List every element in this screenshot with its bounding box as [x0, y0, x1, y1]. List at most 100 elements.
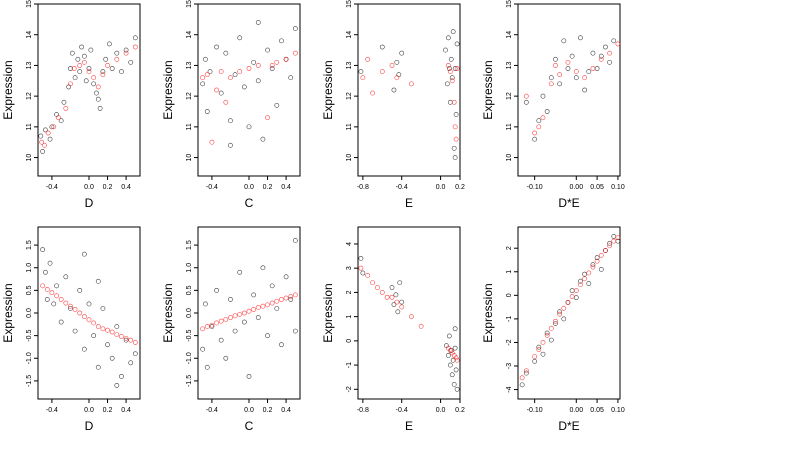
data-point-observed	[246, 124, 252, 130]
y-tick-label: 11	[186, 123, 193, 130]
y-tick-label: -2	[506, 339, 513, 345]
data-point-observed	[445, 352, 451, 358]
data-point-fitted	[578, 282, 583, 288]
data-point-fitted	[569, 294, 575, 299]
data-point-fitted	[553, 63, 558, 68]
data-point-observed	[68, 306, 73, 311]
data-point-observed	[536, 118, 542, 124]
data-point-fitted	[91, 320, 97, 326]
series-observed	[200, 238, 298, 379]
y-tick-label: 0.0	[26, 308, 33, 318]
x-tick-label: -0.4	[206, 407, 218, 414]
data-point-observed	[561, 316, 567, 322]
plot-frame	[357, 3, 461, 177]
data-point-fitted	[365, 273, 371, 278]
data-point-observed	[119, 69, 124, 74]
data-point-observed	[95, 96, 101, 102]
data-point-fitted	[100, 72, 106, 78]
data-point-observed	[128, 59, 134, 65]
data-point-observed	[214, 287, 219, 293]
y-tick-label: 10	[26, 154, 33, 162]
data-point-observed	[86, 66, 92, 71]
data-point-fitted	[370, 280, 375, 286]
data-point-observed	[598, 267, 604, 272]
data-point-fitted	[237, 311, 243, 317]
data-point-observed	[607, 241, 612, 246]
data-point-observed	[97, 106, 103, 111]
data-point-observed	[393, 292, 399, 298]
data-point-fitted	[548, 81, 554, 87]
data-point-observed	[54, 283, 59, 289]
data-point-observed	[49, 124, 55, 130]
data-point-fitted	[553, 318, 558, 324]
data-point-fitted	[251, 306, 257, 312]
x-tick-label: 0.2	[455, 407, 465, 414]
data-point-fitted	[49, 290, 55, 296]
data-point-fitted	[611, 238, 617, 244]
data-point-observed	[88, 47, 94, 53]
data-point-observed	[598, 53, 604, 59]
x-tick-label: 0.4	[121, 407, 131, 414]
data-point-observed	[265, 333, 270, 339]
data-point-observed	[540, 93, 546, 99]
data-point-observed	[544, 330, 550, 336]
data-point-observed	[40, 247, 46, 253]
data-point-observed	[77, 287, 83, 293]
data-point-observed	[63, 274, 69, 280]
data-point-fitted	[389, 63, 395, 68]
data-point-observed	[590, 50, 596, 56]
series-observed	[358, 29, 460, 160]
data-point-observed	[109, 66, 115, 71]
y-tick-label: 0	[506, 293, 513, 297]
data-point-observed	[446, 333, 452, 339]
data-point-fitted	[590, 264, 596, 270]
data-point-observed	[47, 260, 53, 266]
data-point-observed	[269, 283, 275, 289]
x-tick-label: 0.2	[103, 407, 113, 414]
data-point-fitted	[255, 63, 261, 68]
data-point-observed	[569, 288, 575, 294]
data-point-observed	[594, 66, 600, 71]
data-point-fitted	[265, 115, 270, 121]
x-tick-label: 0.0	[436, 184, 446, 191]
series-observed	[523, 35, 617, 142]
data-point-observed	[91, 81, 97, 87]
data-point-observed	[265, 47, 270, 53]
data-point-fitted	[557, 72, 563, 78]
data-point-observed	[389, 285, 395, 290]
data-point-fitted	[389, 294, 395, 300]
data-point-observed	[557, 309, 563, 315]
data-point-fitted	[68, 303, 73, 309]
data-point-observed	[283, 274, 289, 280]
data-point-fitted	[532, 130, 538, 136]
data-point-fitted	[42, 142, 47, 148]
data-point-fitted	[200, 75, 206, 81]
data-point-observed	[255, 20, 261, 25]
y-axis-title: Expression	[321, 60, 335, 119]
data-point-fitted	[590, 66, 596, 71]
data-point-observed	[200, 81, 206, 87]
y-tick-label: 1.5	[26, 240, 33, 250]
data-point-observed	[241, 319, 247, 325]
x-tick-label: 0.0	[244, 184, 254, 191]
y-tick-label: 1	[346, 315, 353, 319]
data-point-fitted	[449, 78, 455, 84]
x-axis-title: C	[245, 419, 254, 433]
data-point-fitted	[223, 316, 229, 322]
x-tick-label: 0.00	[569, 184, 583, 191]
data-point-fitted	[548, 325, 554, 331]
data-point-fitted	[453, 355, 459, 361]
x-tick-label: 0.4	[121, 184, 131, 191]
data-point-fitted	[452, 124, 458, 130]
data-point-observed	[586, 281, 592, 286]
data-point-observed	[611, 38, 617, 44]
data-point-fitted	[370, 90, 375, 96]
data-point-fitted	[375, 285, 380, 290]
data-point-fitted	[246, 308, 252, 314]
data-point-observed	[75, 56, 81, 62]
y-tick-label: 14	[346, 31, 353, 39]
data-point-observed	[449, 372, 455, 378]
y-tick-label: -1.5	[26, 375, 33, 387]
data-point-fitted	[114, 56, 120, 62]
data-point-fitted	[399, 304, 405, 310]
